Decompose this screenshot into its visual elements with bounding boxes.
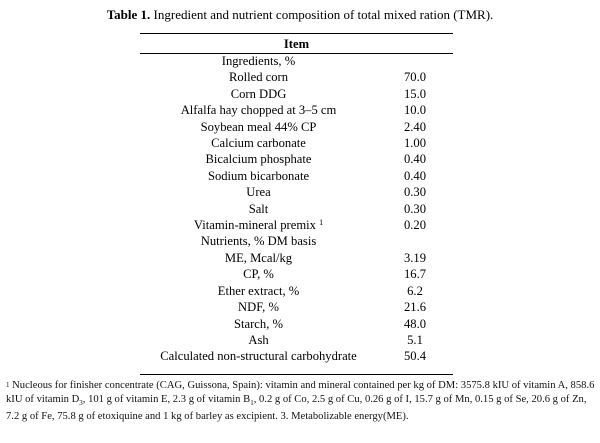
row-label: Alfalfa hay chopped at 3–5 cm (140, 102, 377, 118)
table-top-rule (140, 33, 453, 34)
row-value: 10.0 (403, 103, 427, 118)
composition-table: Item Ingredients, % Rolled corn 70.0 Corn D… (140, 35, 453, 365)
row-label: Ether extract, % (140, 283, 377, 299)
row-label-text: Vitamin-mineral premix (193, 218, 316, 233)
row-value: 21.6 (403, 300, 427, 315)
row-label: Bicalcium phosphate (140, 151, 377, 167)
row-label: NDF, % (140, 299, 377, 315)
row-value: 16.7 (403, 267, 427, 282)
table-caption-text: Ingredient and nutrient composition of t… (153, 7, 494, 22)
row-label-text: Rolled corn (228, 70, 289, 85)
table-caption: Table 1. Ingredient and nutrient composi… (0, 7, 600, 23)
row-label: Starch, % (140, 316, 377, 332)
table-row: Nutrients, % DM basis (140, 233, 453, 249)
row-label-text: Calcium carbonate (211, 136, 306, 151)
table-row: Salt 0.30 (140, 201, 453, 217)
table-header-item: Item (283, 37, 310, 51)
row-label: Calcium carbonate (140, 135, 377, 151)
row-label-text: Starch, % (234, 316, 283, 331)
footnote-marker: 1 (6, 381, 10, 389)
row-value: 0.40 (403, 152, 427, 167)
table-row: Sodium bicarbonate 0.40 (140, 168, 453, 184)
row-label: Rolled corn (140, 69, 377, 85)
row-label: Corn DDG (140, 86, 377, 102)
row-label-text: Urea (246, 185, 271, 200)
row-label-text: CP, % (243, 267, 274, 282)
row-label: Nutrients, % DM basis (140, 233, 377, 249)
row-label-text: ME, Mcal/kg (224, 250, 293, 265)
row-value (377, 233, 453, 249)
table-row: Bicalcium phosphate 0.40 (140, 151, 453, 167)
row-label-text: Corn DDG (230, 86, 287, 101)
table-row: ME, Mcal/kg 3.19 (140, 250, 453, 266)
row-label-text: Alfalfa hay chopped at 3–5 cm (180, 103, 337, 118)
row-value: 0.30 (403, 201, 427, 216)
footnote-text-part-3: , 0.2 g of Co, 2.5 g of Cu, 0.26 g of I,… (6, 394, 587, 423)
table-row: Ash 5.1 (140, 332, 453, 348)
row-label: Soybean meal 44% CP (140, 119, 377, 135)
table-bottom-rule (140, 374, 453, 375)
row-value: 0.20 (403, 218, 427, 233)
row-label-text: Ash (248, 332, 269, 347)
table-row: Starch, % 48.0 (140, 316, 453, 332)
table-header-row: Item (140, 35, 453, 53)
table-row: Alfalfa hay chopped at 3–5 cm 10.0 (140, 102, 453, 118)
row-value: 5.1 (407, 332, 423, 347)
table-caption-label: Table 1. (106, 7, 151, 22)
row-value: 0.30 (403, 185, 427, 200)
table-row: Rolled corn 70.0 (140, 69, 453, 85)
table-body: Ingredients, % Rolled corn 70.0 Corn DDG 15.… (140, 53, 453, 365)
row-label-text: NDF, % (238, 300, 279, 315)
table-header-rule (140, 53, 453, 54)
row-label-text: Calculated non-structural carbohydrate (160, 349, 357, 364)
row-label-text: Salt (248, 201, 269, 216)
row-label: Salt (140, 201, 377, 217)
row-value: 2.40 (403, 119, 427, 134)
footnote-ref: 1 (319, 218, 324, 228)
row-value (377, 53, 453, 69)
row-label-text: Ingredients, % (221, 54, 296, 68)
row-value: 3.19 (403, 250, 427, 265)
footnote-subscript-b1: 1 (250, 399, 254, 408)
row-label: Urea (140, 184, 377, 200)
table-row: Calcium carbonate 1.00 (140, 135, 453, 151)
table-footnote: 1 Nucleous for finisher concentrate (CAG… (6, 379, 596, 424)
row-label-text: Nutrients, % DM basis (200, 234, 317, 249)
row-label: ME, Mcal/kg (140, 250, 377, 266)
row-value: 6.2 (407, 283, 423, 298)
table-row: NDF, % 21.6 (140, 299, 453, 315)
table-row: Vitamin-mineral premix 1 0.20 (140, 217, 453, 233)
row-value: 48.0 (403, 316, 427, 331)
row-value: 0.40 (403, 168, 427, 183)
table-row: Calculated non-structural carbohydrate 50… (140, 348, 453, 364)
table-row: CP, % 16.7 (140, 266, 453, 282)
row-label-text: Bicalcium phosphate (205, 152, 312, 167)
row-value: 50.4 (403, 349, 427, 364)
row-label: Calculated non-structural carbohydrate (140, 348, 377, 364)
row-value: 1.00 (403, 136, 427, 151)
row-label: Ingredients, % (140, 53, 377, 69)
table-row: Ether extract, % 6.2 (140, 283, 453, 299)
row-label-text: Soybean meal 44% CP (200, 119, 317, 134)
footnote-text-part-2: , 101 g of vitamin E, 2.3 g of vitamin B (82, 394, 251, 405)
row-label: Sodium bicarbonate (140, 168, 377, 184)
row-value: 15.0 (403, 86, 427, 101)
row-label: CP, % (140, 266, 377, 282)
table-row: Urea 0.30 (140, 184, 453, 200)
footnote-text-part-1: Nucleous for finisher concentrate (CAG, … (6, 380, 595, 405)
row-label: Ash (140, 332, 377, 348)
footnote-subscript-d3: 3 (79, 399, 83, 408)
row-value: 70.0 (403, 70, 427, 85)
table-row: Soybean meal 44% CP 2.40 (140, 119, 453, 135)
table-row: Ingredients, % (140, 53, 453, 69)
row-label-text: Sodium bicarbonate (207, 168, 310, 183)
table-row: Corn DDG 15.0 (140, 86, 453, 102)
row-label-text: Ether extract, % (217, 283, 300, 298)
row-label: Vitamin-mineral premix 1 (140, 217, 377, 233)
